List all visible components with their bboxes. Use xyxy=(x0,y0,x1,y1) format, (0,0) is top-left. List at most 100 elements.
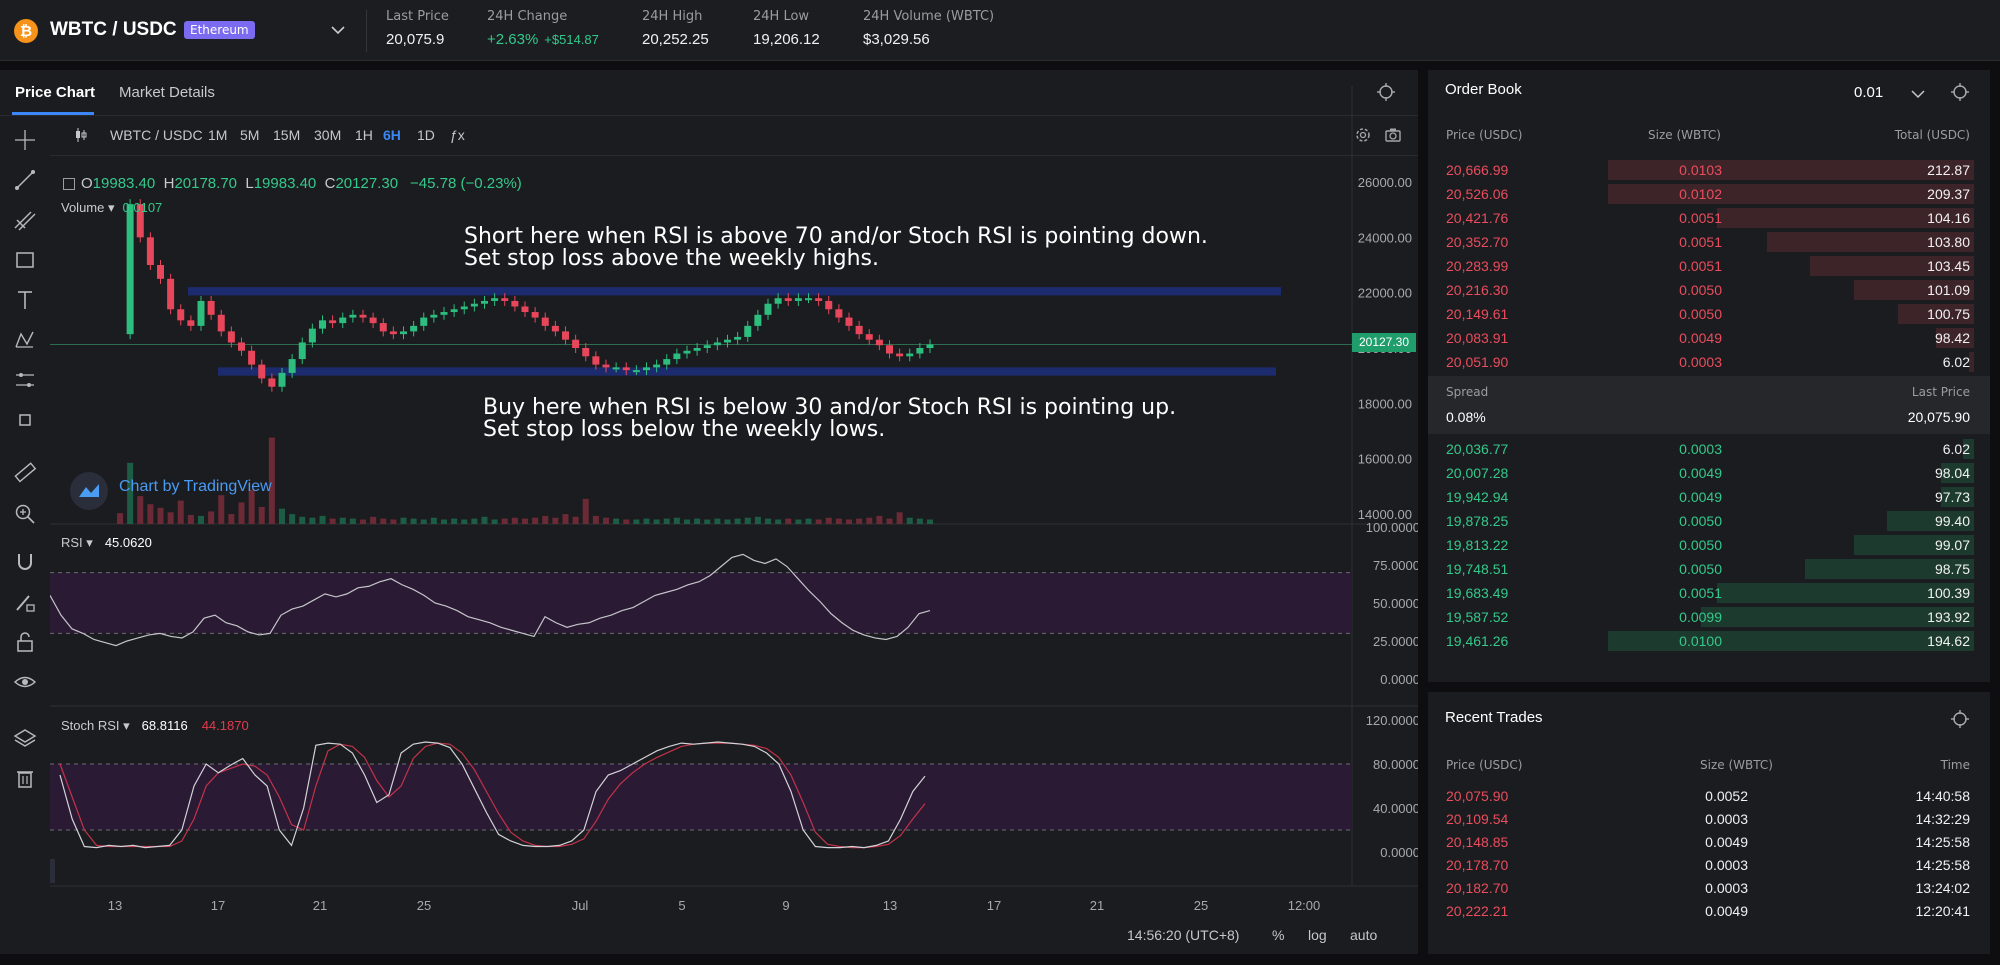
tab-price-chart[interactable]: Price Chart xyxy=(15,84,96,101)
trade-row[interactable]: 20,178.70 0.0003 14:25:58 xyxy=(1428,853,1990,876)
ask-row[interactable]: 20,283.99 0.0051 103.45 xyxy=(1428,254,1990,277)
crosshair-icon[interactable] xyxy=(13,128,37,152)
bid-row[interactable]: 20,007.28 0.0049 98.04 xyxy=(1428,461,1990,484)
rsi-legend[interactable]: RSI ▾ 45.0620 xyxy=(61,535,152,550)
bid-row[interactable]: 19,878.25 0.0050 99.40 xyxy=(1428,509,1990,532)
tradingview-credit-link[interactable]: Chart by TradingView xyxy=(119,478,272,495)
interval-5m[interactable]: 5M xyxy=(240,127,260,143)
bid-row[interactable]: 20,036.77 0.0003 6.02 xyxy=(1428,437,1990,460)
interval-6h[interactable]: 6H xyxy=(383,127,401,143)
trash-icon[interactable] xyxy=(13,766,37,790)
interval-30m[interactable]: 30M xyxy=(314,127,342,143)
trade-row[interactable]: 20,182.70 0.0003 13:24:02 xyxy=(1428,876,1990,899)
zoom-in-icon[interactable] xyxy=(13,502,37,526)
candle-body xyxy=(653,364,661,368)
square-icon[interactable] xyxy=(13,408,37,432)
stat-value: 20,252.25 xyxy=(642,31,709,48)
volume-bar xyxy=(522,518,528,524)
trade-row[interactable]: 20,075.90 0.0052 14:40:58 xyxy=(1428,784,1990,807)
bid-row[interactable]: 19,587.52 0.0099 193.92 xyxy=(1428,605,1990,628)
bid-row[interactable]: 19,748.51 0.0050 98.75 xyxy=(1428,557,1990,580)
ask-row[interactable]: 20,051.90 0.0003 6.02 xyxy=(1428,350,1990,373)
ask-row[interactable]: 20,216.30 0.0050 101.09 xyxy=(1428,278,1990,301)
volume-bar xyxy=(825,517,832,524)
candle-body xyxy=(592,356,600,365)
chart-toolbar: WBTC / USDC 1M 5M 15M 30M 1H 6H 1D ƒx xyxy=(50,116,1418,156)
percent-scale-button[interactable]: % xyxy=(1272,927,1285,943)
tab-market-details[interactable]: Market Details xyxy=(119,84,215,101)
bid-row[interactable]: 19,942.94 0.0049 97.73 xyxy=(1428,485,1990,508)
chevron-down-icon[interactable] xyxy=(1908,84,1928,104)
measure-tool-icon[interactable] xyxy=(13,368,37,392)
ask-row[interactable]: 20,421.76 0.0051 104.16 xyxy=(1428,206,1990,229)
price: 19,461.26 xyxy=(1446,633,1509,649)
stoch-rsi-legend[interactable]: Stoch RSI ▾ 68.8116 44.1870 xyxy=(61,718,249,733)
ask-row[interactable]: 20,666.99 0.0103 212.87 xyxy=(1428,158,1990,181)
x-axis-label: 13 xyxy=(108,898,122,913)
indicators-icon[interactable]: ƒx xyxy=(450,127,465,143)
volume-bar xyxy=(430,517,437,524)
trade-row[interactable]: 20,222.21 0.0049 12:20:41 xyxy=(1428,899,1990,922)
price-chart[interactable]: 26000.0024000.0022000.0020000.0018000.00… xyxy=(50,86,1418,920)
size: 0.0050 xyxy=(1679,306,1722,322)
symbol-button[interactable]: WBTC / USDC xyxy=(110,127,203,143)
rsi-line xyxy=(50,553,931,647)
log-scale-button[interactable]: log xyxy=(1308,927,1327,943)
volume-legend[interactable]: Volume ▾ 0.0107 xyxy=(61,200,163,215)
rectangle-tool-icon[interactable] xyxy=(13,248,37,272)
price-axis-label: 26000.00 xyxy=(1358,175,1412,190)
refresh-icon[interactable] xyxy=(1950,709,1970,729)
trade-time: 14:32:29 xyxy=(1915,811,1971,827)
ask-row[interactable]: 20,149.61 0.0050 100.75 xyxy=(1428,302,1990,325)
pattern-tool-icon[interactable] xyxy=(13,328,37,352)
fib-tool-icon[interactable] xyxy=(13,208,37,232)
auto-scale-button[interactable]: auto xyxy=(1350,927,1378,943)
refresh-icon[interactable] xyxy=(1376,82,1396,102)
pencil-lock-icon[interactable] xyxy=(13,590,37,614)
size: 0.0102 xyxy=(1679,186,1722,202)
volume-bar xyxy=(491,519,498,524)
precision-select[interactable]: 0.01 xyxy=(1854,84,1884,101)
price: 20,007.28 xyxy=(1446,465,1509,481)
layers-icon[interactable] xyxy=(13,726,37,750)
chevron-down-icon[interactable] xyxy=(326,16,350,44)
trade-row[interactable]: 20,148.85 0.0049 14:25:58 xyxy=(1428,830,1990,853)
candle-body xyxy=(430,314,438,318)
trade-size: 0.0003 xyxy=(1705,880,1748,896)
ruler-icon[interactable] xyxy=(13,460,37,484)
chart-clock: 14:56:20 (UTC+8) xyxy=(1127,927,1240,943)
trade-row[interactable]: 20,109.54 0.0003 14:32:29 xyxy=(1428,807,1990,830)
interval-15m[interactable]: 15M xyxy=(273,127,301,143)
trend-line-icon[interactable] xyxy=(13,168,37,192)
volume-bar xyxy=(927,519,933,524)
interval-1d[interactable]: 1D xyxy=(417,127,435,143)
lock-icon[interactable] xyxy=(13,630,37,654)
tradingview-logo-icon[interactable] xyxy=(70,472,108,510)
annotation-line: Short here when RSI is above 70 and/or S… xyxy=(464,224,1208,249)
magnet-icon[interactable] xyxy=(13,550,37,574)
bid-row[interactable]: 19,683.49 0.0051 100.39 xyxy=(1428,581,1990,604)
ask-row[interactable]: 20,083.91 0.0049 98.42 xyxy=(1428,326,1990,349)
interval-1h[interactable]: 1H xyxy=(355,127,373,143)
camera-icon[interactable] xyxy=(1384,126,1402,147)
size: 0.0050 xyxy=(1679,537,1722,553)
candle-body xyxy=(248,350,256,365)
depth-bar xyxy=(1941,487,1974,507)
settings-gear-icon[interactable] xyxy=(1354,126,1372,147)
candle-body xyxy=(926,344,934,348)
candle-body xyxy=(288,359,296,373)
refresh-icon[interactable] xyxy=(1950,82,1970,102)
eye-icon[interactable] xyxy=(13,670,37,694)
bid-row[interactable]: 19,461.26 0.0100 194.62 xyxy=(1428,629,1990,652)
col-time: Time xyxy=(1940,758,1970,772)
legend-toggle-icon[interactable] xyxy=(63,178,75,191)
text-tool-icon[interactable] xyxy=(13,288,37,312)
short-annotation: Short here when RSI is above 70 and/or S… xyxy=(464,226,1208,270)
candle-type-icon[interactable] xyxy=(74,127,88,146)
interval-1m[interactable]: 1M xyxy=(208,127,228,143)
size: 0.0051 xyxy=(1679,585,1722,601)
bid-row[interactable]: 19,813.22 0.0050 99.07 xyxy=(1428,533,1990,556)
ask-row[interactable]: 20,526.06 0.0102 209.37 xyxy=(1428,182,1990,205)
candle-body xyxy=(754,314,762,326)
ask-row[interactable]: 20,352.70 0.0051 103.80 xyxy=(1428,230,1990,253)
